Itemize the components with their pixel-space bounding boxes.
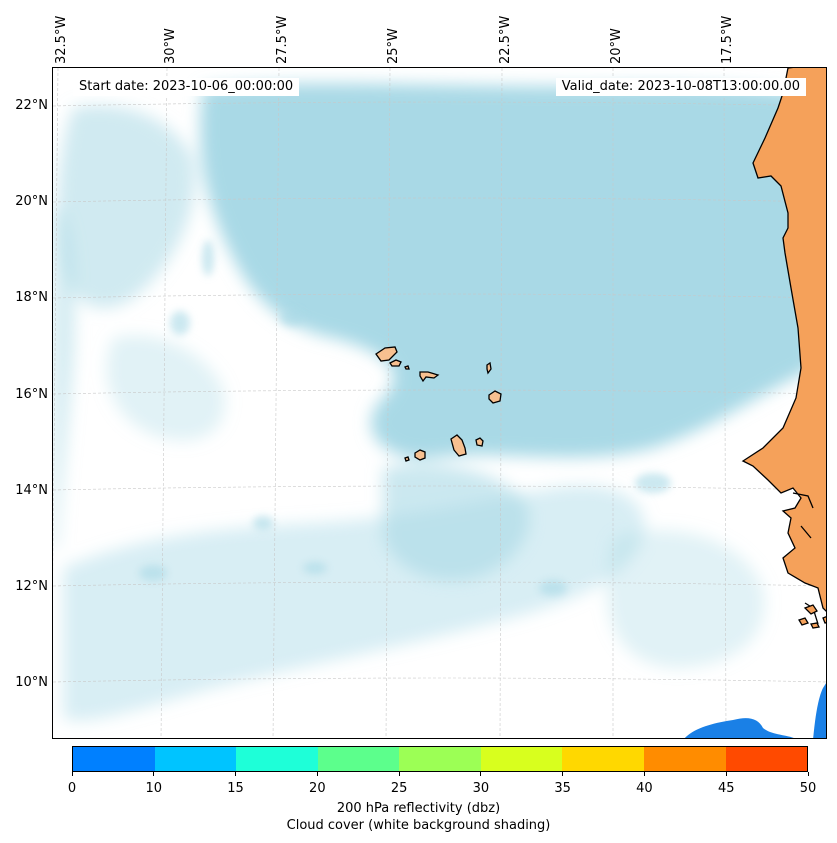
colorbar-segment-3 — [317, 747, 400, 771]
colorbar-tick-label: 40 — [636, 781, 653, 796]
parallel-16n — [53, 389, 826, 395]
island-sao-nicolau — [419, 371, 440, 383]
valid-date-label: Valid_date: 2023-10-08T13:00:00.00 — [555, 78, 806, 96]
colorbar-tick-label: 35 — [554, 781, 571, 796]
lat-label-12n: 12°N — [15, 579, 48, 594]
colorbar-segment-2 — [236, 747, 318, 771]
reflectivity-colorbar — [72, 746, 808, 772]
colorbar-tick-label: 50 — [799, 781, 817, 796]
cloud-patch-center-south — [383, 464, 530, 581]
lon-label-32-5w: 32.5°W — [54, 15, 69, 64]
reflectivity-area — [685, 683, 826, 738]
lon-label-17-5w: 17.5°W — [720, 15, 735, 64]
lon-label-20w: 20°W — [609, 28, 624, 64]
colorbar-segment-0 — [73, 747, 155, 771]
meridian-17-5w — [723, 68, 727, 738]
cloud-patch-west — [106, 335, 225, 441]
colorbar-segment-1 — [154, 747, 237, 771]
lat-label-14n: 14°N — [15, 483, 48, 498]
colorbar-tick-mark — [153, 772, 155, 776]
island-brava — [404, 456, 410, 462]
colorbar-subtitle: Cloud cover (white background shading) — [286, 818, 551, 833]
cape-verde-islands — [375, 346, 502, 462]
cloud-cover-detail — [139, 240, 671, 596]
lat-label-22n: 22°N — [15, 98, 48, 113]
colorbar-segment-8 — [725, 747, 808, 771]
lat-label-20n: 20°N — [15, 194, 48, 209]
cloud-upper-left — [57, 105, 195, 308]
cloud-cover-shading — [53, 83, 813, 721]
parallel-18n — [53, 293, 826, 299]
colorbar-tick-label: 45 — [717, 781, 735, 796]
colorbar-tick-label: 15 — [227, 781, 244, 796]
lat-label-18n: 18°N — [15, 290, 48, 305]
colorbar-tick-mark — [480, 772, 482, 776]
colorbar-tick-label: 0 — [67, 781, 77, 796]
colorbar-tick-mark — [562, 772, 564, 776]
lat-label-16n: 16°N — [15, 387, 48, 402]
africa-land — [741, 68, 826, 629]
cloud-main-mass — [200, 83, 813, 459]
graticule — [53, 68, 826, 738]
colorbar-title: 200 hPa reflectivity (dbz) — [336, 801, 501, 816]
colorbar-tick-mark — [316, 772, 318, 776]
island-santo-antao — [375, 346, 398, 362]
cloud-patch-southeast — [606, 530, 765, 668]
island-boa-vista — [488, 390, 502, 404]
island-sao-vicente — [389, 359, 402, 367]
parallel-14n — [53, 485, 826, 491]
parallel-20n — [53, 197, 826, 203]
lat-label-10n: 10°N — [15, 675, 48, 690]
colorbar-segment-4 — [399, 747, 481, 771]
colorbar-tick-label: 10 — [145, 781, 163, 796]
reflectivity-blob-east — [813, 683, 826, 738]
colorbar-tick-mark — [643, 772, 645, 776]
parallel-10n — [53, 677, 826, 683]
lon-label-22-5w: 22.5°W — [498, 15, 513, 64]
colorbar-tick-label: 25 — [390, 781, 408, 796]
bijagos-islands — [798, 604, 826, 629]
colorbar-segment-7 — [643, 747, 726, 771]
meridian-22-5w — [499, 68, 503, 738]
island-fogo — [414, 449, 426, 461]
lon-label-27-5w: 27.5°W — [275, 15, 290, 64]
cloud-southern-band — [63, 485, 645, 721]
start-date-label: Start date: 2023-10-06_00:00:00 — [73, 78, 300, 96]
colorbar-tick-mark — [807, 772, 809, 776]
lon-label-30w: 30°W — [163, 28, 178, 64]
colorbar-tick-mark — [71, 772, 73, 776]
lon-label-25w: 25°W — [386, 28, 401, 64]
africa-coast-north — [741, 68, 826, 612]
meridian-25w — [385, 68, 391, 738]
island-sal — [486, 361, 492, 375]
colorbar-tick-label: 20 — [309, 781, 326, 796]
meridian-32-5w — [53, 68, 59, 577]
colorbar-tick-mark — [235, 772, 237, 776]
colorbar-segment-5 — [480, 747, 563, 771]
parallel-22n — [53, 101, 826, 107]
parallel-12n — [53, 581, 826, 587]
meridian-27-5w — [272, 68, 280, 738]
cloud-left-band — [53, 208, 75, 548]
colorbar-tick-mark — [725, 772, 727, 776]
colorbar-tick-mark — [398, 772, 400, 776]
reflectivity-blob-south — [685, 718, 794, 738]
island-santiago — [450, 434, 467, 457]
map-canvas — [53, 68, 826, 738]
colorbar-tick-label: 30 — [472, 781, 490, 796]
map-panel: Start date: 2023-10-06_00:00:00 Valid_da… — [52, 67, 827, 739]
colorbar-segment-6 — [562, 747, 644, 771]
island-santa-luzia — [404, 365, 410, 370]
meridian-30w — [160, 68, 168, 738]
island-maio — [475, 437, 484, 447]
